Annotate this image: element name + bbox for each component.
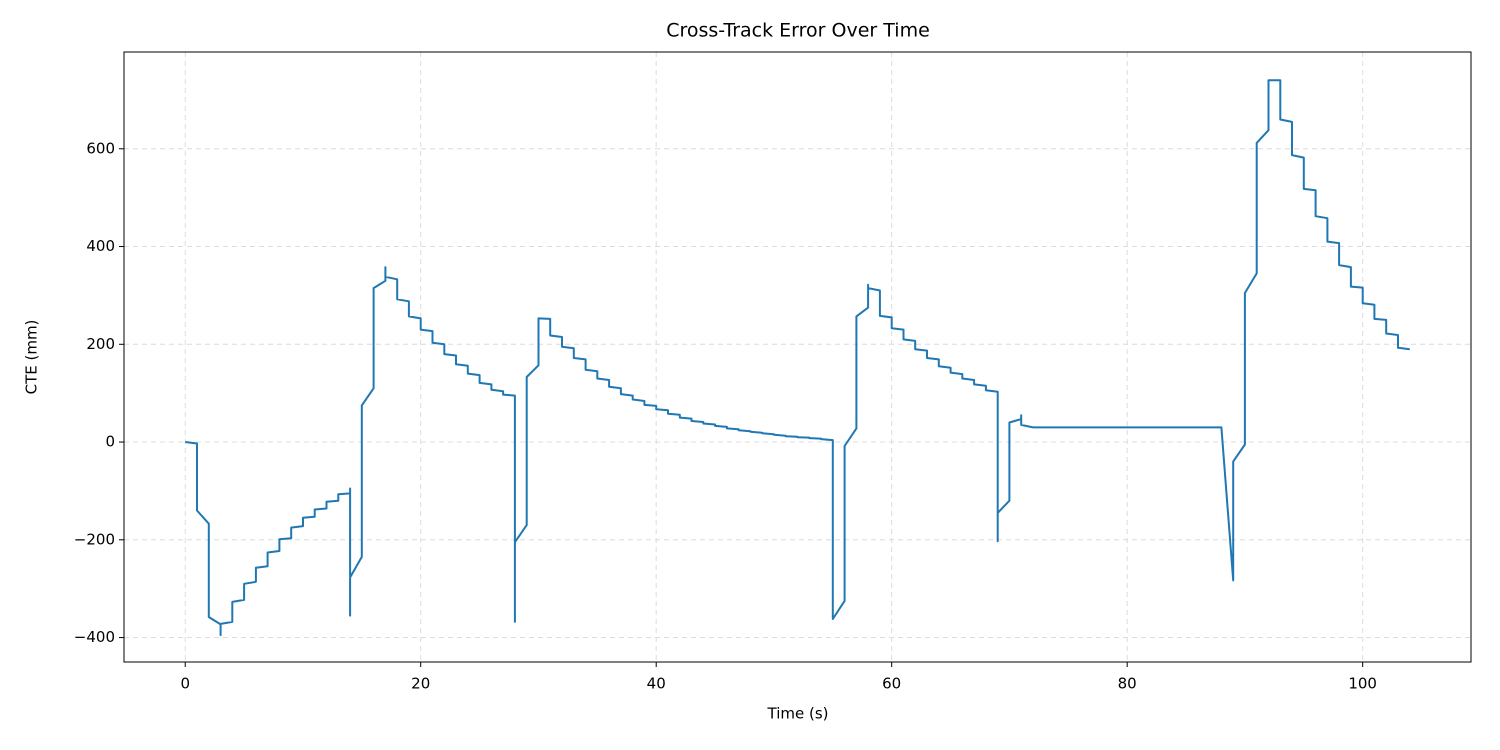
x-tick-label: 100 xyxy=(1348,675,1377,693)
x-tick-label: 80 xyxy=(1118,675,1137,693)
x-tick-label: 60 xyxy=(882,675,901,693)
x-tick-label: 0 xyxy=(180,675,190,693)
y-tick-label: 400 xyxy=(86,237,115,255)
y-tick-label: 0 xyxy=(105,433,115,451)
x-tick-label: 40 xyxy=(647,675,666,693)
x-tick-label: 20 xyxy=(411,675,430,693)
y-tick-label: −400 xyxy=(74,628,115,646)
x-axis-label: Time (s) xyxy=(767,705,829,723)
plot-frame xyxy=(123,51,1472,663)
y-tick-label: 200 xyxy=(86,335,115,353)
chart-title: Cross-Track Error Over Time xyxy=(666,20,930,42)
y-tick-label: 600 xyxy=(86,139,115,157)
data-line xyxy=(185,79,1410,637)
y-axis-label: CTE (mm) xyxy=(23,320,41,395)
y-tick-label: −200 xyxy=(74,530,115,548)
